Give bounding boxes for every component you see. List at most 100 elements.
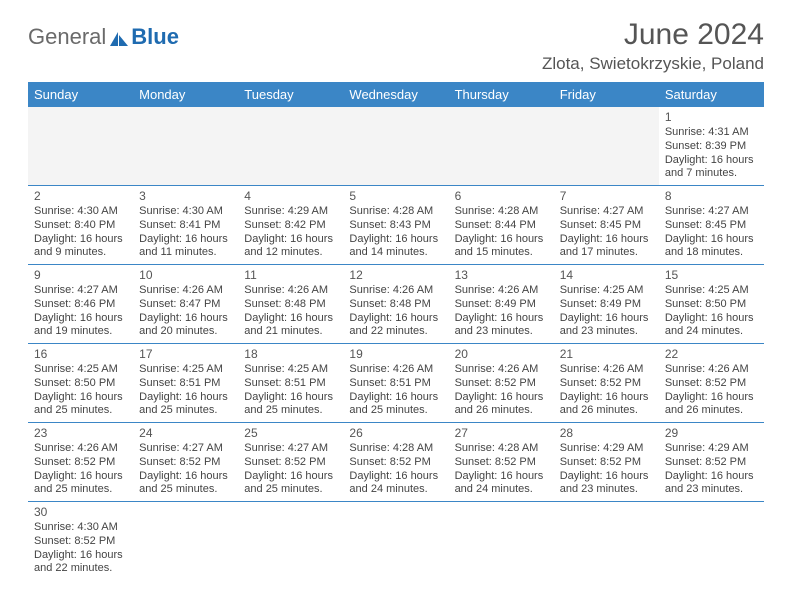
calendar-cell <box>343 502 448 580</box>
calendar-cell: 19Sunrise: 4:26 AMSunset: 8:51 PMDayligh… <box>343 344 448 422</box>
sunset-text: Sunset: 8:51 PM <box>244 377 337 391</box>
sunrise-text: Sunrise: 4:31 AM <box>665 126 758 140</box>
sunset-text: Sunset: 8:40 PM <box>34 219 127 233</box>
day-number: 24 <box>139 426 232 441</box>
day-header: Friday <box>554 82 659 107</box>
sunset-text: Sunset: 8:47 PM <box>139 298 232 312</box>
sunrise-text: Sunrise: 4:26 AM <box>455 363 548 377</box>
day-number: 25 <box>244 426 337 441</box>
calendar-cell: 28Sunrise: 4:29 AMSunset: 8:52 PMDayligh… <box>554 423 659 501</box>
daylight-text: Daylight: 16 hours and 23 minutes. <box>665 470 758 498</box>
day-number: 17 <box>139 347 232 362</box>
day-number: 23 <box>34 426 127 441</box>
daylight-text: Daylight: 16 hours and 24 minutes. <box>349 470 442 498</box>
sunrise-text: Sunrise: 4:29 AM <box>665 442 758 456</box>
sunset-text: Sunset: 8:45 PM <box>560 219 653 233</box>
day-number: 28 <box>560 426 653 441</box>
sunset-text: Sunset: 8:52 PM <box>560 377 653 391</box>
daylight-text: Daylight: 16 hours and 9 minutes. <box>34 233 127 261</box>
day-number: 15 <box>665 268 758 283</box>
daylight-text: Daylight: 16 hours and 25 minutes. <box>34 391 127 419</box>
sunrise-text: Sunrise: 4:26 AM <box>244 284 337 298</box>
daylight-text: Daylight: 16 hours and 11 minutes. <box>139 233 232 261</box>
calendar-row: 30Sunrise: 4:30 AMSunset: 8:52 PMDayligh… <box>28 502 764 580</box>
calendar-cell: 16Sunrise: 4:25 AMSunset: 8:50 PMDayligh… <box>28 344 133 422</box>
calendar-cell: 22Sunrise: 4:26 AMSunset: 8:52 PMDayligh… <box>659 344 764 422</box>
calendar-cell: 17Sunrise: 4:25 AMSunset: 8:51 PMDayligh… <box>133 344 238 422</box>
day-number: 5 <box>349 189 442 204</box>
calendar-cell: 23Sunrise: 4:26 AMSunset: 8:52 PMDayligh… <box>28 423 133 501</box>
sunrise-text: Sunrise: 4:30 AM <box>34 205 127 219</box>
calendar-cell: 5Sunrise: 4:28 AMSunset: 8:43 PMDaylight… <box>343 186 448 264</box>
calendar-body: 1Sunrise: 4:31 AMSunset: 8:39 PMDaylight… <box>28 107 764 580</box>
daylight-text: Daylight: 16 hours and 20 minutes. <box>139 312 232 340</box>
sunset-text: Sunset: 8:44 PM <box>455 219 548 233</box>
day-number: 14 <box>560 268 653 283</box>
calendar-cell: 2Sunrise: 4:30 AMSunset: 8:40 PMDaylight… <box>28 186 133 264</box>
daylight-text: Daylight: 16 hours and 7 minutes. <box>665 154 758 182</box>
daylight-text: Daylight: 16 hours and 26 minutes. <box>560 391 653 419</box>
sunrise-text: Sunrise: 4:26 AM <box>665 363 758 377</box>
day-header: Wednesday <box>343 82 448 107</box>
calendar-row: 23Sunrise: 4:26 AMSunset: 8:52 PMDayligh… <box>28 423 764 502</box>
daylight-text: Daylight: 16 hours and 23 minutes. <box>560 470 653 498</box>
day-header: Thursday <box>449 82 554 107</box>
daylight-text: Daylight: 16 hours and 22 minutes. <box>349 312 442 340</box>
sunset-text: Sunset: 8:52 PM <box>455 456 548 470</box>
day-number: 3 <box>139 189 232 204</box>
day-number: 30 <box>34 505 127 520</box>
sunrise-text: Sunrise: 4:27 AM <box>665 205 758 219</box>
sunset-text: Sunset: 8:52 PM <box>139 456 232 470</box>
sunset-text: Sunset: 8:45 PM <box>665 219 758 233</box>
sunrise-text: Sunrise: 4:28 AM <box>455 442 548 456</box>
sunset-text: Sunset: 8:52 PM <box>34 456 127 470</box>
calendar-cell: 30Sunrise: 4:30 AMSunset: 8:52 PMDayligh… <box>28 502 133 580</box>
sunrise-text: Sunrise: 4:29 AM <box>244 205 337 219</box>
sunset-text: Sunset: 8:39 PM <box>665 140 758 154</box>
sunrise-text: Sunrise: 4:26 AM <box>139 284 232 298</box>
daylight-text: Daylight: 16 hours and 25 minutes. <box>139 391 232 419</box>
sunset-text: Sunset: 8:46 PM <box>34 298 127 312</box>
sunset-text: Sunset: 8:42 PM <box>244 219 337 233</box>
sunset-text: Sunset: 8:52 PM <box>349 456 442 470</box>
day-number: 16 <box>34 347 127 362</box>
calendar-cell: 14Sunrise: 4:25 AMSunset: 8:49 PMDayligh… <box>554 265 659 343</box>
daylight-text: Daylight: 16 hours and 18 minutes. <box>665 233 758 261</box>
calendar-cell: 18Sunrise: 4:25 AMSunset: 8:51 PMDayligh… <box>238 344 343 422</box>
day-number: 11 <box>244 268 337 283</box>
day-number: 27 <box>455 426 548 441</box>
calendar-row: 9Sunrise: 4:27 AMSunset: 8:46 PMDaylight… <box>28 265 764 344</box>
sunrise-text: Sunrise: 4:28 AM <box>349 205 442 219</box>
day-number: 29 <box>665 426 758 441</box>
calendar-cell: 1Sunrise: 4:31 AMSunset: 8:39 PMDaylight… <box>659 107 764 185</box>
calendar-row: 16Sunrise: 4:25 AMSunset: 8:50 PMDayligh… <box>28 344 764 423</box>
calendar-cell <box>659 502 764 580</box>
calendar-cell: 6Sunrise: 4:28 AMSunset: 8:44 PMDaylight… <box>449 186 554 264</box>
daylight-text: Daylight: 16 hours and 25 minutes. <box>244 391 337 419</box>
calendar-cell: 11Sunrise: 4:26 AMSunset: 8:48 PMDayligh… <box>238 265 343 343</box>
logo: General Blue <box>28 24 179 50</box>
calendar-cell: 20Sunrise: 4:26 AMSunset: 8:52 PMDayligh… <box>449 344 554 422</box>
day-number: 7 <box>560 189 653 204</box>
day-number: 26 <box>349 426 442 441</box>
calendar-cell <box>554 107 659 185</box>
sunrise-text: Sunrise: 4:28 AM <box>455 205 548 219</box>
sunset-text: Sunset: 8:52 PM <box>665 377 758 391</box>
month-title: June 2024 <box>542 18 764 52</box>
day-number: 1 <box>665 110 758 125</box>
calendar-cell: 15Sunrise: 4:25 AMSunset: 8:50 PMDayligh… <box>659 265 764 343</box>
calendar-cell: 3Sunrise: 4:30 AMSunset: 8:41 PMDaylight… <box>133 186 238 264</box>
title-block: June 2024 Zlota, Swietokrzyskie, Poland <box>542 18 764 80</box>
sunset-text: Sunset: 8:52 PM <box>244 456 337 470</box>
header: General Blue June 2024 Zlota, Swietokrzy… <box>28 18 764 80</box>
sunrise-text: Sunrise: 4:27 AM <box>244 442 337 456</box>
day-number: 6 <box>455 189 548 204</box>
sunrise-text: Sunrise: 4:27 AM <box>139 442 232 456</box>
sunrise-text: Sunrise: 4:25 AM <box>139 363 232 377</box>
calendar-header-row: SundayMondayTuesdayWednesdayThursdayFrid… <box>28 82 764 107</box>
daylight-text: Daylight: 16 hours and 26 minutes. <box>665 391 758 419</box>
calendar-cell: 7Sunrise: 4:27 AMSunset: 8:45 PMDaylight… <box>554 186 659 264</box>
calendar-cell <box>449 107 554 185</box>
calendar-row: 2Sunrise: 4:30 AMSunset: 8:40 PMDaylight… <box>28 186 764 265</box>
sunset-text: Sunset: 8:49 PM <box>455 298 548 312</box>
